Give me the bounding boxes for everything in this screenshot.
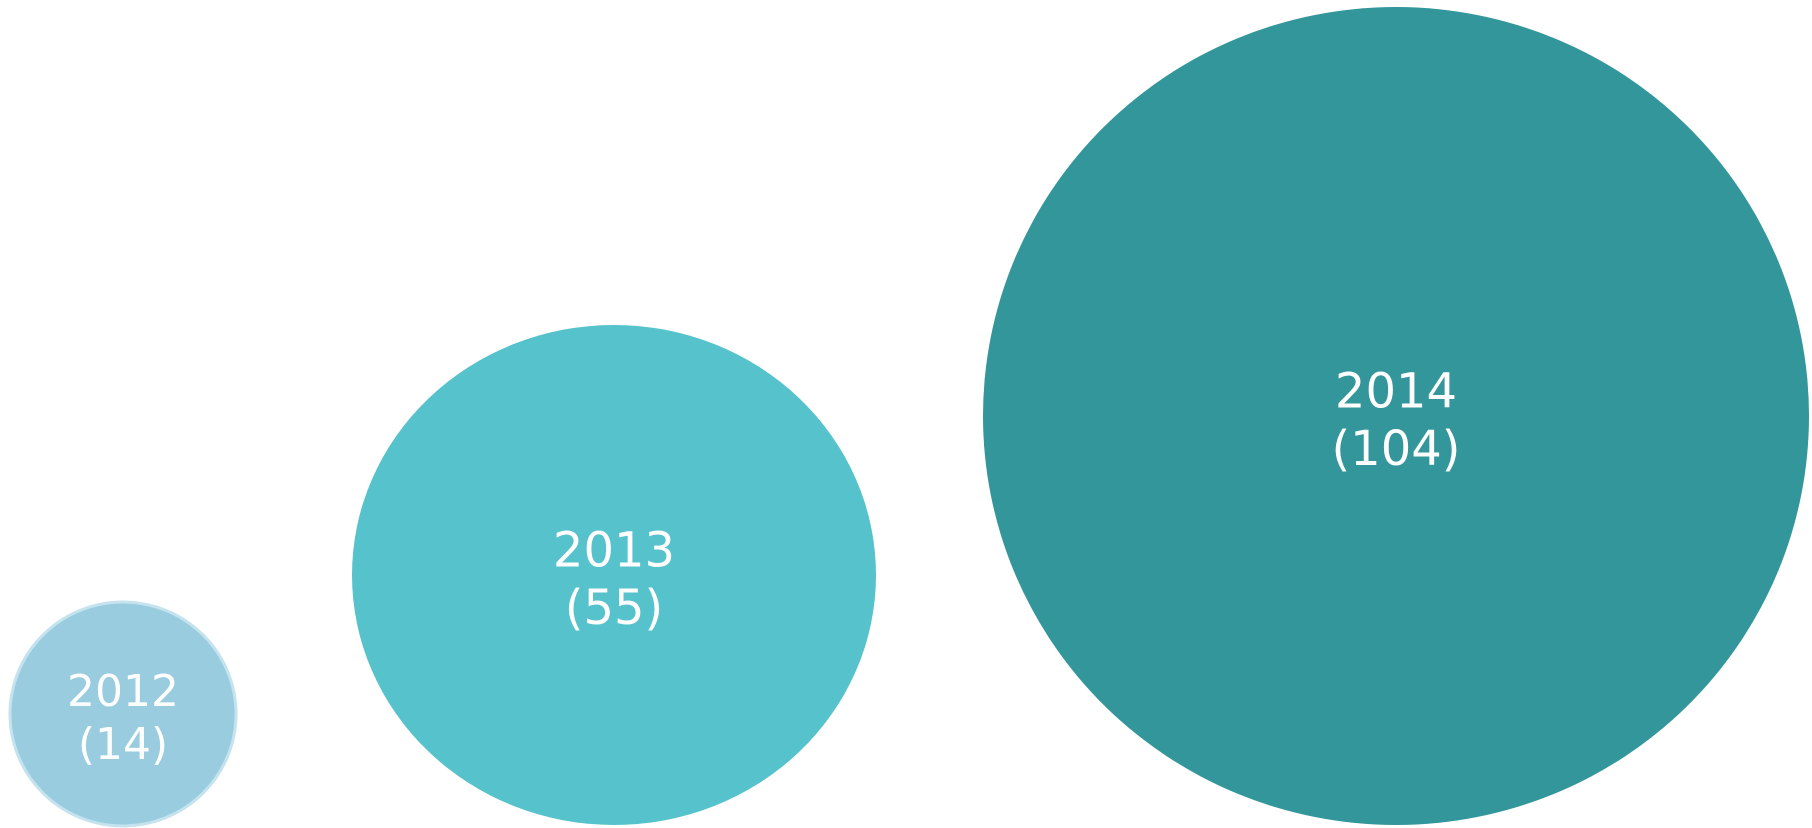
bubble-shape-2014 bbox=[983, 7, 1809, 825]
bubble-2012: 2012(14) bbox=[8, 600, 238, 828]
bubble-value-label: (104) bbox=[1331, 421, 1460, 477]
bubble-value-label: (55) bbox=[565, 580, 664, 636]
bubble-year-label: 2012 bbox=[67, 666, 179, 717]
bubble-shape-2013 bbox=[352, 325, 876, 825]
bubble-2013: 2013(55) bbox=[352, 325, 876, 825]
bubble-2014: 2014(104) bbox=[983, 7, 1809, 825]
bubble-year-label: 2013 bbox=[553, 522, 675, 578]
bubble-year-label: 2014 bbox=[1335, 363, 1457, 419]
bubble-value-label: (14) bbox=[78, 719, 168, 770]
bubble-shape-2012 bbox=[8, 600, 238, 828]
